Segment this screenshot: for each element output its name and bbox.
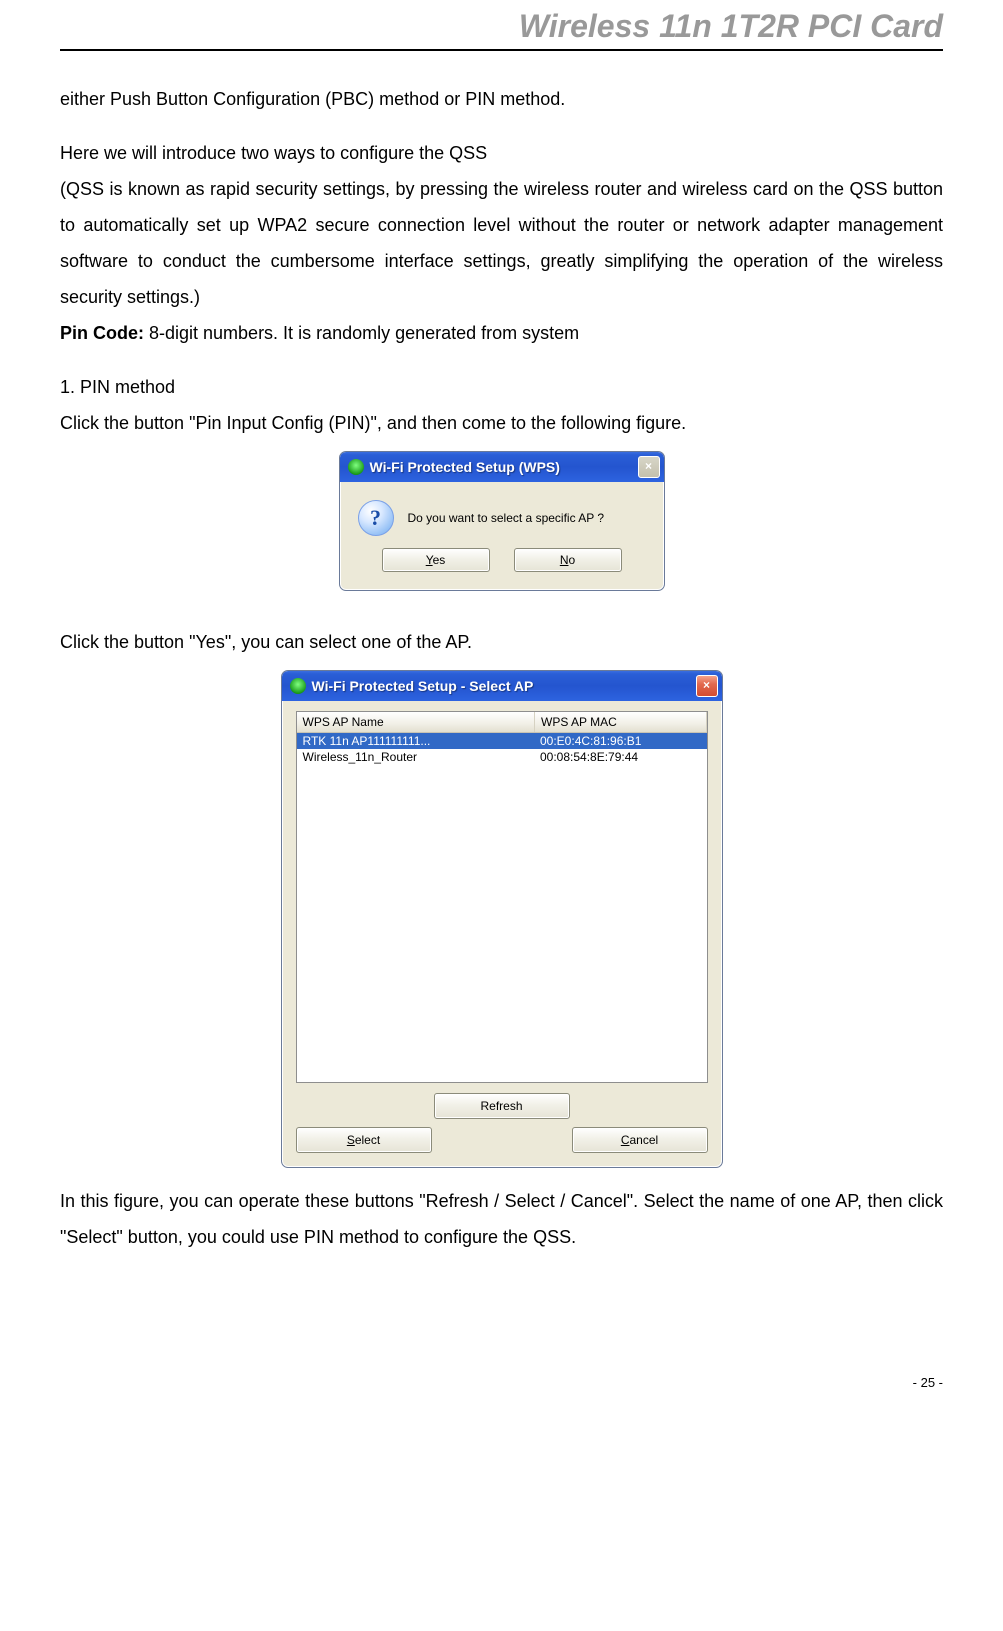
dialog2-titlebar[interactable]: Wi-Fi Protected Setup - Select AP × — [282, 671, 722, 701]
paragraph-5: Click the button "Pin Input Config (PIN)… — [60, 405, 943, 441]
paragraph-2: Here we will introduce two ways to confi… — [60, 135, 943, 171]
question-icon — [358, 500, 394, 536]
table-row[interactable]: RTK 11n AP111111111...00:E0:4C:81:96:B1 — [297, 733, 707, 749]
paragraph-3: (QSS is known as rapid security settings… — [60, 171, 943, 315]
paragraph-7: In this figure, you can operate these bu… — [60, 1183, 943, 1255]
dialog1-titlebar[interactable]: Wi-Fi Protected Setup (WPS) × — [340, 452, 664, 482]
listview-header: WPS AP Name WPS AP MAC — [297, 712, 707, 733]
column-ap-mac[interactable]: WPS AP MAC — [535, 712, 707, 732]
dialog1-title: Wi-Fi Protected Setup (WPS) — [370, 459, 638, 475]
refresh-button[interactable]: Refresh — [434, 1093, 570, 1119]
cell-ap-mac: 00:08:54:8E:79:44 — [534, 749, 707, 765]
shield-icon — [290, 678, 306, 694]
cell-ap-mac: 00:E0:4C:81:96:B1 — [534, 733, 707, 749]
pin-code-desc: 8-digit numbers. It is randomly generate… — [144, 323, 579, 343]
cell-ap-name: RTK 11n AP111111111... — [297, 733, 535, 749]
column-ap-name[interactable]: WPS AP Name — [297, 712, 536, 732]
pin-code-label: Pin Code: — [60, 323, 144, 343]
listview-rows: RTK 11n AP111111111...00:E0:4C:81:96:B1W… — [297, 733, 707, 1082]
paragraph-6: Click the button "Yes", you can select o… — [60, 624, 943, 660]
wps-select-ap-dialog: Wi-Fi Protected Setup - Select AP × WPS … — [281, 670, 723, 1168]
cancel-button[interactable]: Cancel — [572, 1127, 708, 1153]
dialog1-message: Do you want to select a specific AP ? — [408, 511, 605, 525]
yes-button[interactable]: Yes — [382, 548, 490, 572]
dialog2-title: Wi-Fi Protected Setup - Select AP — [312, 678, 696, 694]
page-header-title: Wireless 11n 1T2R PCI Card — [60, 0, 943, 51]
shield-icon — [348, 459, 364, 475]
close-x-glyph: × — [645, 459, 652, 473]
close-icon[interactable]: × — [696, 675, 718, 697]
close-x-glyph: × — [703, 678, 710, 692]
paragraph-4: Pin Code: 8-digit numbers. It is randoml… — [60, 315, 943, 351]
paragraph-1: either Push Button Configuration (PBC) m… — [60, 81, 943, 117]
table-row[interactable]: Wireless_11n_Router00:08:54:8E:79:44 — [297, 749, 707, 765]
page-number: - 25 - — [60, 1375, 943, 1390]
no-button[interactable]: No — [514, 548, 622, 572]
list-item-1: 1. PIN method — [60, 369, 943, 405]
cell-ap-name: Wireless_11n_Router — [297, 749, 535, 765]
ap-listview[interactable]: WPS AP Name WPS AP MAC RTK 11n AP1111111… — [296, 711, 708, 1083]
close-icon[interactable]: × — [638, 456, 660, 478]
select-button[interactable]: Select — [296, 1127, 432, 1153]
wps-confirm-dialog: Wi-Fi Protected Setup (WPS) × Do you wan… — [339, 451, 665, 591]
